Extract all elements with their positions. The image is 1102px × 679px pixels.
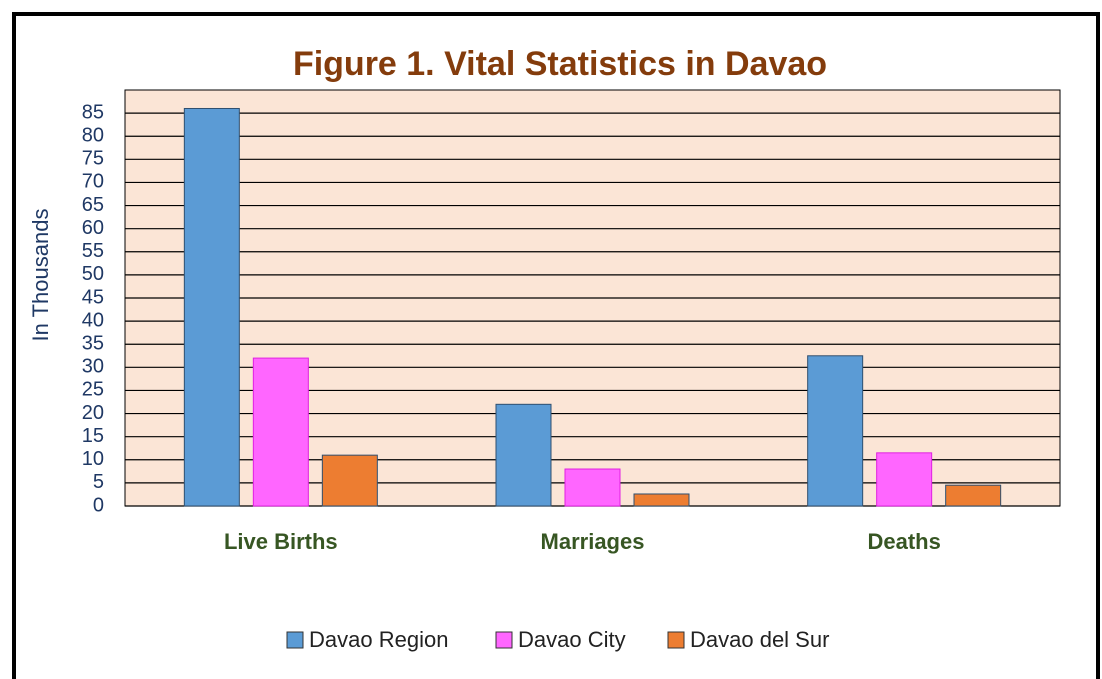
bar [564,468,621,507]
legend-swatch [667,631,685,649]
x-tick-label: Live Births [224,529,338,554]
legend-label: Davao City [518,627,626,652]
bar [183,107,240,507]
y-tick-label: 15 [82,425,104,447]
y-tick-label: 55 [82,240,104,262]
y-tick-label: 40 [82,309,104,331]
bar [633,493,690,507]
bar [252,357,309,507]
y-tick-label: 65 [82,194,104,216]
y-tick-label: 60 [82,217,104,239]
x-tick-label: Marriages [541,529,645,554]
y-tick-label: 45 [82,286,104,308]
y-tick-label: 85 [82,101,104,123]
y-axis-label: In Thousands [28,209,53,342]
y-tick-label: 35 [82,333,104,355]
chart-title: Figure 1. Vital Statistics in Davao [293,45,827,83]
x-tick-label: Deaths [867,529,940,554]
legend-label: Davao del Sur [690,627,829,652]
y-tick-label: 75 [82,148,104,170]
y-tick-label: 5 [93,471,104,493]
bar [321,454,378,507]
bar [945,484,1002,507]
legend-label: Davao Region [309,627,448,652]
y-tick-label: 50 [82,263,104,285]
y-tick-label: 30 [82,356,104,378]
y-tick-label: 25 [82,379,104,401]
bar [876,452,933,507]
bar [495,403,552,507]
bar [807,355,864,507]
y-tick-label: 10 [82,448,104,470]
y-tick-label: 80 [82,125,104,147]
y-tick-label: 20 [82,402,104,424]
y-tick-label: 70 [82,171,104,193]
legend-swatch [495,631,513,649]
legend-swatch [286,631,304,649]
y-tick-label: 0 [93,494,104,516]
